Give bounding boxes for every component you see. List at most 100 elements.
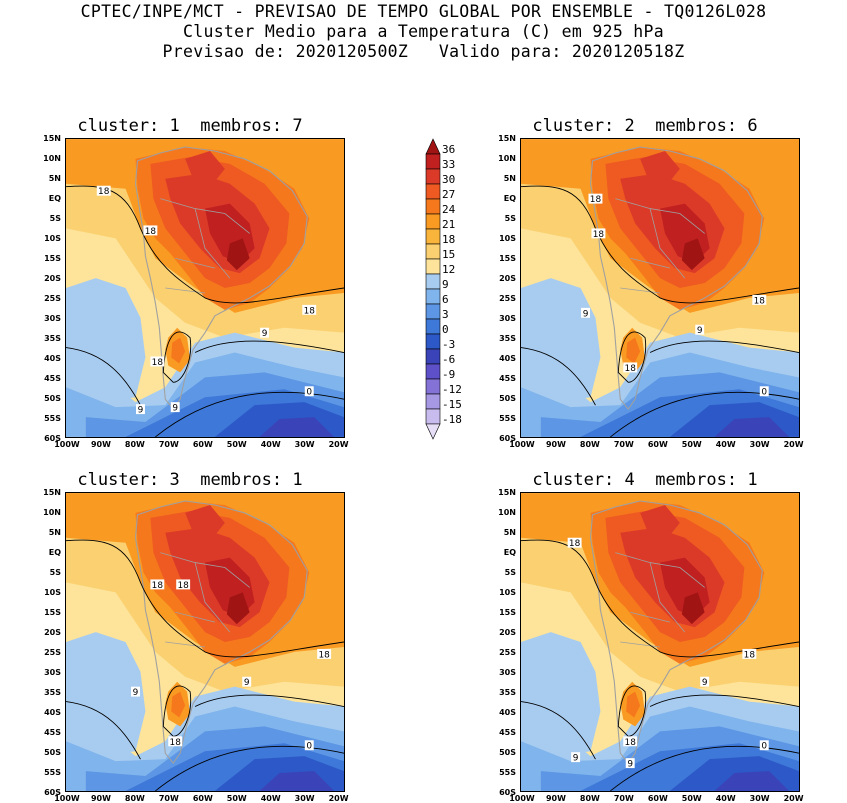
colorbar-swatch — [425, 393, 441, 410]
lat-tick-label: 10S — [44, 587, 61, 597]
colorbar-label: 9 — [442, 277, 449, 291]
contour-label: 18 — [318, 650, 330, 660]
contour-label: 18 — [593, 230, 605, 240]
lat-tick-label: 55S — [44, 767, 61, 777]
lat-tick-label: 40S — [44, 707, 61, 717]
lon-tick-label: 90W — [90, 440, 111, 449]
continent-9 — [226, 238, 250, 271]
lat-tick-label: 45S — [499, 727, 516, 737]
contour-label-box — [260, 327, 270, 338]
coastline — [589, 500, 763, 765]
contour-label: 18 — [569, 539, 581, 549]
header-line-2: Cluster Medio para a Temperatura (C) em … — [183, 22, 664, 41]
lat-tick-label: 5N — [48, 173, 61, 183]
lat-tick-label: 15N — [43, 487, 61, 497]
map-cluster-2: 18 18 18 18 9 9 0 15N 10N 5N EQ 5S 10S 15S 20S 25S 30S 35… — [498, 134, 803, 450]
contour-label-box — [759, 386, 769, 397]
lat-tick-label: 5N — [503, 173, 516, 183]
colorbar-label: -12 — [442, 382, 462, 396]
lon-tick-label: 70W — [158, 794, 179, 803]
lon-tick-label: 40W — [260, 794, 281, 803]
lat-tick-label: 45S — [499, 373, 516, 383]
contour-label-box — [168, 736, 183, 747]
colorbar-label: 18 — [442, 232, 456, 246]
colorbar-swatch — [425, 198, 441, 215]
lat-tick-label: 10N — [498, 153, 516, 163]
colorbar: 36 33 30 27 24 21 18 15 12 9 6 3 0 -3 -6 -9 -12 -15 -18 — [425, 134, 485, 440]
lat-tick-label: 35S — [44, 687, 61, 697]
lat-tick-label: 5N — [503, 527, 516, 537]
contour-label-box — [170, 402, 180, 413]
contour-label: 0 — [761, 388, 767, 398]
colorbar-label: -9 — [442, 367, 456, 381]
lat-tick-label: 25S — [499, 647, 516, 657]
contour-label-box — [623, 736, 638, 747]
lat-tick-label: 15N — [498, 487, 516, 497]
colorbar-swatch — [425, 378, 441, 395]
lon-tick-label: 90W — [90, 794, 111, 803]
colorbar-label: -15 — [442, 397, 462, 411]
contour-label-box — [752, 294, 767, 305]
lon-tick-label: 60W — [192, 440, 213, 449]
contour-label: 18 — [754, 296, 766, 306]
lon-tick-label: 90W — [545, 794, 566, 803]
lon-tick-label: 60W — [647, 794, 668, 803]
colorbar-swatch — [425, 423, 441, 440]
patagonia-21 — [626, 691, 641, 718]
lat-tick-label: 45S — [44, 727, 61, 737]
country-borders — [160, 552, 250, 648]
contour-label: 9 — [262, 329, 268, 339]
map-svg: 18 18 18 9 9 9 0 — [520, 492, 800, 792]
contour-label-box — [700, 676, 710, 687]
map-cluster-3: 18 18 18 18 9 9 0 15N 10N 5N EQ 5S 10S 15S 20S 25S 30S 35… — [43, 488, 348, 803]
contour-label: 18 — [177, 581, 189, 591]
lon-tick-label: 30W — [294, 440, 315, 449]
lon-tick-label: 100W — [509, 794, 535, 803]
map-svg: 18 18 18 18 9 9 0 — [65, 492, 345, 792]
lat-tick-label: 15S — [44, 253, 61, 263]
lon-tick-label: 100W — [509, 440, 535, 449]
contour-label-box — [759, 740, 769, 751]
colorbar-swatch — [425, 318, 441, 335]
colorbar-label: -6 — [442, 352, 456, 366]
contour-label: 0 — [306, 742, 312, 752]
contour-label-box — [304, 386, 314, 397]
contour-label-box — [135, 404, 145, 415]
panel-title: cluster: 4 membros: 1 — [532, 470, 758, 490]
panel-cluster-3: cluster: 3 membros: 1 18 18 18 18 9 9 0 15N 10N 5… — [25, 470, 355, 803]
lon-tick-label: 50W — [226, 440, 247, 449]
colorbar-label: 30 — [442, 172, 456, 186]
colorbar-swatch — [425, 363, 441, 380]
lon-tick-label: 100W — [54, 440, 80, 449]
contour-label-box — [588, 193, 603, 204]
lon-tick-label: 20W — [328, 440, 349, 449]
colorbar-label: 36 — [442, 142, 456, 156]
lon-tick-label: 20W — [328, 794, 349, 803]
lon-tick-label: 30W — [749, 440, 770, 449]
colorbar-swatch — [425, 288, 441, 305]
map-svg: 18 18 18 18 9 9 0 — [520, 138, 800, 438]
lon-tick-label: 70W — [613, 794, 634, 803]
patagonia-21 — [171, 337, 186, 364]
panel-cluster-2: cluster: 2 membros: 6 18 18 18 18 9 9 0 15N 10N 5… — [480, 116, 810, 450]
lat-tick-label: 60S — [44, 433, 61, 443]
lon-tick-label: 80W — [124, 794, 145, 803]
coastline — [134, 500, 308, 765]
contour-label: 9 — [133, 688, 139, 698]
colorbar-swatch — [425, 228, 441, 245]
colorbar-swatch — [425, 348, 441, 365]
lon-tick-label: 20W — [783, 794, 804, 803]
lon-tick-label: 60W — [192, 794, 213, 803]
lon-tick-label: 70W — [613, 440, 634, 449]
colorbar-swatch — [425, 153, 441, 170]
colorbar-swatch — [425, 273, 441, 290]
lat-tick-label: 55S — [44, 413, 61, 423]
lat-tick-label: 60S — [499, 433, 516, 443]
contour-9 — [521, 340, 799, 406]
lat-tick-label: 25S — [499, 293, 516, 303]
north-hot-spot — [185, 150, 225, 184]
colorbar-swatch — [425, 138, 441, 155]
lon-tick-label: 80W — [579, 440, 600, 449]
lat-tick-label: 25S — [44, 293, 61, 303]
colorbar-label: 24 — [442, 202, 456, 216]
